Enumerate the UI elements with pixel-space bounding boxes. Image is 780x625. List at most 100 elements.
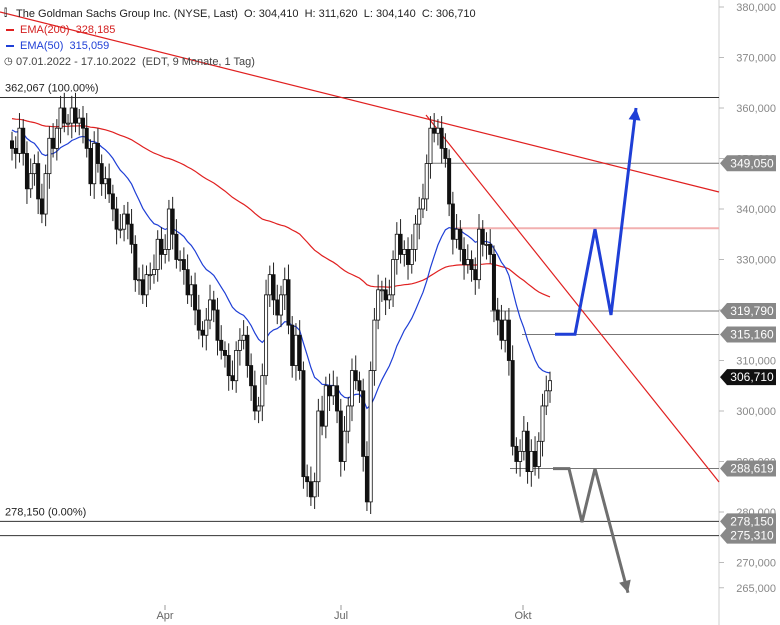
candle-body [275,299,280,316]
candle-body [125,213,130,225]
candle-body [290,324,295,366]
candle-body [447,158,452,205]
candle-body [424,163,429,200]
candle-body [159,238,164,255]
candle-body [301,370,306,478]
candle-body [133,243,138,281]
candle-body [491,254,496,311]
candle-body [521,430,526,452]
candle-body [32,163,37,175]
price-tag-label: 319,790 [730,304,774,318]
candle-body [536,440,541,467]
candle-body [488,243,493,255]
candle-body [510,360,515,447]
candle-body [540,405,545,442]
price-tag-label: 315,160 [730,327,774,341]
price-tag-label: 306,710 [730,370,774,384]
candle-body [506,319,511,361]
price-tag-bg [720,303,776,320]
scenario-arrows [553,107,641,594]
candle-body [316,410,321,483]
candle-body [533,450,538,467]
price-tag-label: 288,619 [730,461,774,475]
candle-body [193,284,198,311]
candle-body [361,390,366,457]
candle-body [353,370,358,382]
candle-body [435,127,440,134]
candle-body [95,142,100,164]
candle-body [286,279,291,326]
candles [9,92,553,515]
candle-body [200,329,205,336]
candle-body [458,228,463,250]
candle-body [544,390,549,407]
y-tick-label: 380,000 [736,2,776,14]
candle-body [166,208,171,250]
candle-body [151,269,156,276]
bear-scenario-arrowhead [619,579,631,593]
fib-label: 362,067 (100.00%) [5,83,99,95]
y-tick-label: 265,000 [736,583,776,595]
candle-body [222,349,227,356]
ema200-value: 328,185 [75,24,116,36]
candle-body [349,370,354,407]
candle-body [256,405,261,412]
candle-body [122,213,127,230]
legend-title-row: ⫿ The Goldman Sachs Group Inc. (NYSE, La… [4,8,476,20]
candle-body [529,450,534,472]
candle-body [428,127,433,164]
candle-body [226,355,231,377]
candle-body [376,289,381,321]
candlestick-icon: ⫿ [4,8,8,19]
price-tag-label: 275,310 [730,529,774,543]
y-tick-label: 360,000 [736,103,776,115]
candle-body [391,259,396,296]
fib-label: 278,150 (0.00%) [5,506,86,518]
candle-body [514,445,519,462]
period-note: (EDT, 9 Monate, 1 Tag) [142,56,255,68]
candle-body [413,223,418,250]
candle-body [51,137,56,149]
bear-scenario-path [553,467,630,594]
ohlc-low: 304,140 [375,8,416,20]
ohlc-close: 306,710 [435,8,476,20]
price-tag-bg [720,527,776,544]
candle-body [260,375,265,407]
price-tag-bg [720,155,776,172]
candle-body [140,279,145,296]
trend-lines [0,11,720,483]
candle-body [335,385,340,412]
x-tick-label: Jul [334,610,348,622]
candle-body [181,259,186,271]
candle-body [230,375,235,382]
candle-body [420,198,425,210]
candle-body [465,259,470,265]
legend-ema200: EMA(200) 328,185 [4,22,476,38]
candle-body [402,248,407,255]
candle-body [163,248,168,255]
candle-body [88,147,93,185]
price-tag-bg [720,326,776,343]
candle-body [305,476,310,483]
candle-body [278,294,283,316]
candle-body [28,173,33,190]
candle-body [144,274,149,296]
candle-body [58,107,63,129]
legend-period: ◷ 07.01.2022 - 17.10.2022 (EDT, 9 Monate… [4,54,476,70]
y-tick-label: 370,000 [736,53,776,65]
clock-icon: ◷ [4,56,13,67]
chart-grid [718,0,724,625]
x-tick-label: Apr [156,610,173,622]
ema50-label: EMA(50) [20,40,64,52]
candle-body [450,203,455,240]
candle-body [271,274,276,301]
candle-body [264,294,269,377]
candle-body [174,233,179,260]
candle-body [249,365,254,387]
bull-scenario-path [555,107,638,336]
candle-body [69,107,74,124]
candle-body [357,380,362,392]
candle-body [43,173,48,215]
candle-body [518,450,523,462]
candle-body [462,248,467,265]
